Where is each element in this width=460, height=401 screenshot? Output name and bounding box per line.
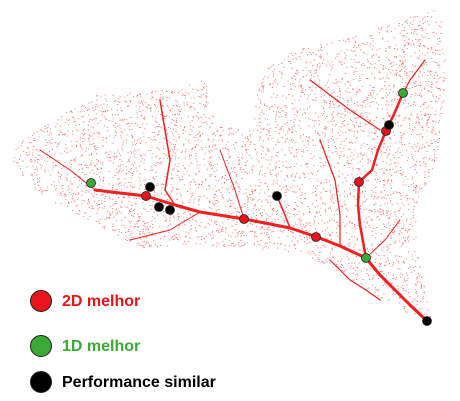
station-similar (145, 182, 155, 192)
station-1d (361, 253, 371, 263)
legend-label: 2D melhor (62, 293, 140, 310)
station-2d (311, 232, 321, 242)
station-2d (141, 191, 151, 201)
legend: 2D melhor 1D melhor Performance similar (30, 290, 216, 393)
legend-label: 1D melhor (62, 338, 140, 355)
river-branch (159, 99, 176, 206)
river-branch (319, 139, 341, 247)
station-1d (86, 178, 96, 188)
station-similar (272, 191, 282, 201)
station-similar (384, 120, 394, 130)
main-river (93, 188, 429, 323)
drainage-dots (13, 10, 446, 322)
station-similar (154, 202, 164, 212)
legend-label: Performance similar (62, 374, 216, 391)
river-branch (276, 195, 291, 229)
stations (86, 88, 432, 326)
river-network (39, 59, 429, 323)
station-2d (239, 214, 249, 224)
legend-marker (30, 371, 52, 393)
station-2d (354, 177, 364, 187)
drainage-cloud (13, 10, 446, 322)
legend-marker (30, 290, 52, 312)
station-similar (165, 205, 175, 215)
river-branch (129, 211, 201, 241)
river-branch (402, 59, 426, 94)
river-branch (356, 91, 405, 260)
station-1d (398, 88, 408, 98)
legend-marker (30, 335, 52, 357)
station-similar (422, 316, 432, 326)
river-branch (309, 79, 381, 131)
river-branch (329, 259, 381, 301)
river-branch (219, 149, 245, 220)
river-branch (365, 219, 401, 259)
